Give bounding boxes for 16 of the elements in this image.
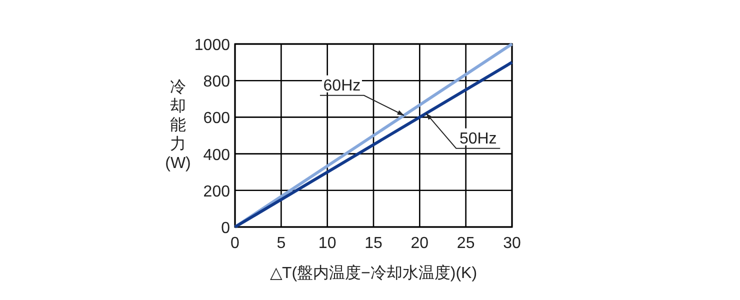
x-tick-label: 30 bbox=[503, 235, 521, 252]
x-tick-label: 5 bbox=[276, 235, 286, 252]
y-tick-label: 1000 bbox=[194, 37, 230, 54]
y-tick-label: 200 bbox=[203, 183, 230, 200]
x-tick-label: 20 bbox=[410, 235, 429, 252]
x-tick-label: 10 bbox=[318, 235, 336, 252]
x-tick-label: 15 bbox=[364, 235, 382, 252]
text: 60Hz bbox=[323, 77, 361, 94]
y-tick-label: 600 bbox=[203, 110, 230, 128]
y-tick-label: 800 bbox=[203, 74, 230, 91]
y-tick-label: 0 bbox=[221, 220, 230, 237]
x-axis-title: △T(盤内温度−冷却水温度)(K) bbox=[270, 264, 478, 282]
x-tick-label: 25 bbox=[456, 235, 475, 252]
y-axis-title: 冷却能力(W) bbox=[165, 79, 191, 172]
series-label: 50Hz bbox=[459, 130, 497, 148]
y-tick-label: 400 bbox=[203, 146, 230, 164]
